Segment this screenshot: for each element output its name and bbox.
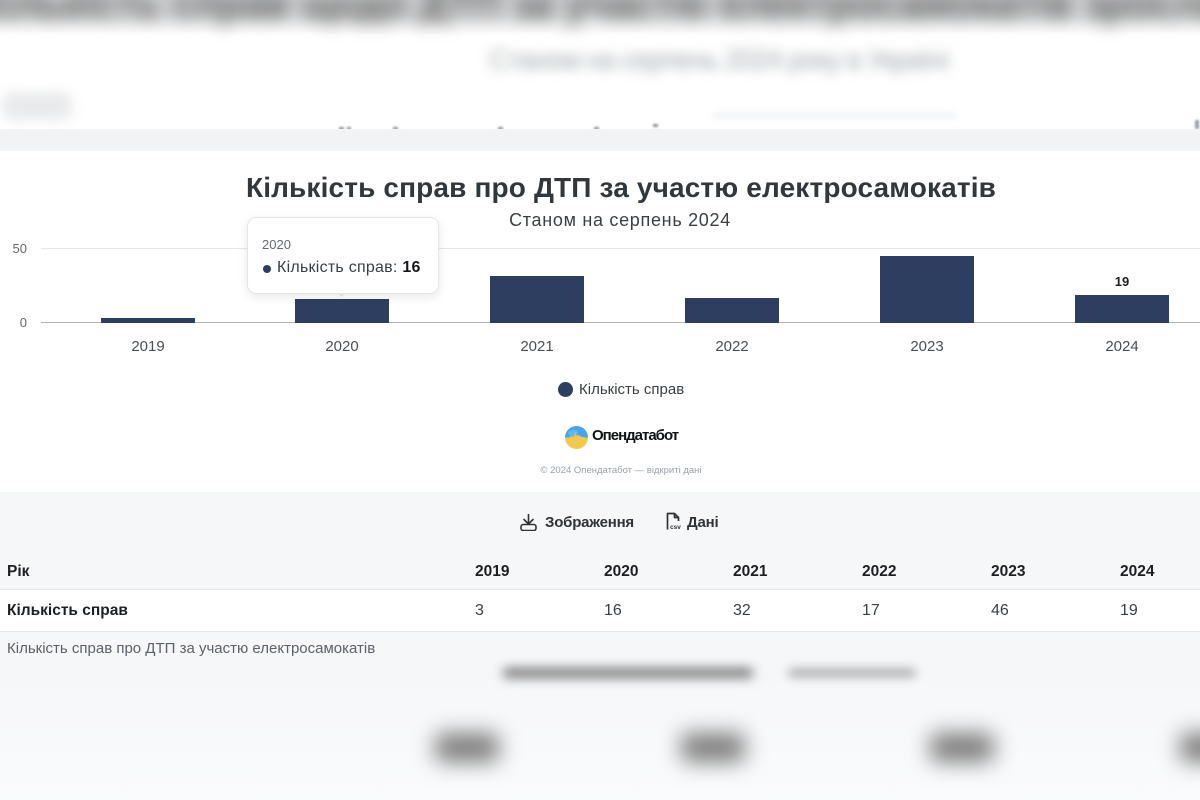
svg-text:csv: csv	[670, 524, 681, 531]
